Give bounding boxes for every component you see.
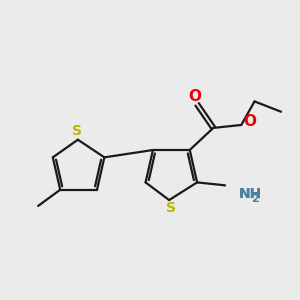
Text: NH: NH: [238, 187, 262, 201]
Text: 2: 2: [251, 194, 259, 204]
Text: S: S: [72, 124, 82, 138]
Text: S: S: [166, 201, 176, 215]
Text: NH: NH: [238, 187, 262, 201]
Text: O: O: [243, 114, 256, 129]
Text: O: O: [188, 89, 201, 104]
